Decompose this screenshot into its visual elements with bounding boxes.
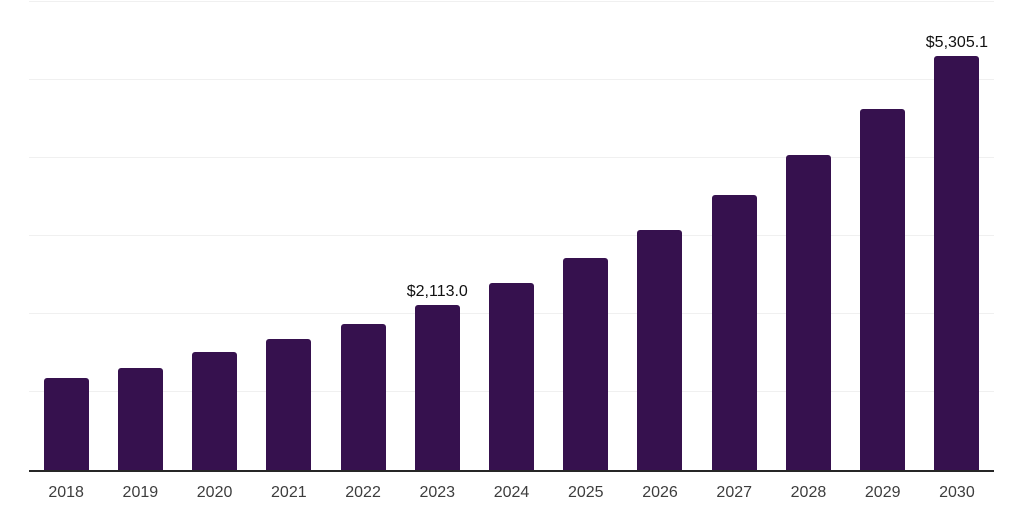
bar-2029 <box>860 109 906 470</box>
x-axis-label-2028: 2028 <box>790 484 827 501</box>
bar-slot <box>474 2 548 470</box>
bar-slot <box>623 2 697 470</box>
bar-slot <box>252 2 326 470</box>
bar-slot <box>29 2 103 470</box>
bar-slot <box>549 2 623 470</box>
bar-2021 <box>266 338 312 470</box>
bar-slot <box>177 2 251 470</box>
bar-2023: $2,113.0 <box>407 283 468 470</box>
bar-value-label-2030: $5,305.1 <box>925 34 989 52</box>
bar-2019 <box>117 368 163 470</box>
bar-2022 <box>340 323 386 470</box>
bar-2025 <box>563 258 609 470</box>
bar-2027 <box>711 195 757 470</box>
x-axis-label-2025: 2025 <box>567 484 604 501</box>
bar-2018 <box>43 377 89 470</box>
gridline <box>29 157 994 159</box>
bar-slot <box>326 2 400 470</box>
bar-2030: $5,305.1 <box>926 34 988 470</box>
gridline <box>29 1 994 2</box>
bar-slot <box>846 2 920 470</box>
x-axis-label-2018: 2018 <box>48 484 84 501</box>
plot-area: $2,113.0 $5,305.1 <box>29 1 994 472</box>
bar-2024 <box>489 283 535 470</box>
bar-2026 <box>637 230 683 470</box>
bar-2028 <box>785 155 831 470</box>
x-axis-label-2021: 2021 <box>271 484 307 501</box>
bars-layer: $2,113.0 $5,305.1 <box>29 2 994 470</box>
x-axis-label-2023: 2023 <box>419 484 456 501</box>
x-axis-label-2024: 2024 <box>493 484 530 501</box>
bar-2020 <box>192 352 238 470</box>
gridline <box>29 235 994 236</box>
x-axis-label-2027: 2027 <box>716 484 753 501</box>
bar-slot <box>697 2 771 470</box>
x-axis-label-2029: 2029 <box>864 484 901 501</box>
x-axis-label-2030: 2030 <box>939 484 975 501</box>
bar-slot: $2,113.0 <box>400 2 474 470</box>
bar-slot: $5,305.1 <box>920 2 994 470</box>
x-axis-label-2022: 2022 <box>345 484 381 501</box>
bar-slot <box>103 2 177 470</box>
x-axis-label-2020: 2020 <box>196 484 233 501</box>
bar-slot <box>771 2 845 470</box>
x-axis-label-2026: 2026 <box>642 484 678 501</box>
gridline <box>29 79 994 80</box>
x-axis-labels: 2018 2019 2020 2021 2022 2023 2024 2025 2026 2027… <box>29 484 994 502</box>
bar-value-label-2023: $2,113.0 <box>406 283 468 301</box>
x-axis-label-2019: 2019 <box>122 484 159 501</box>
